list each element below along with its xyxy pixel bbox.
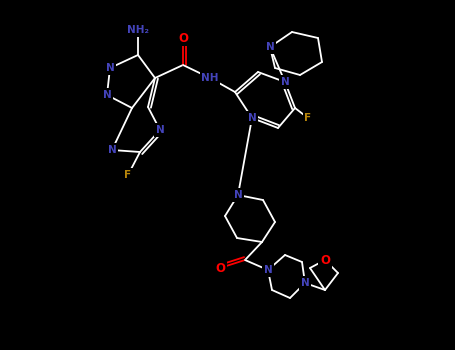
Text: F: F xyxy=(304,113,312,123)
Text: NH₂: NH₂ xyxy=(127,25,149,35)
Text: N: N xyxy=(108,145,116,155)
Text: N: N xyxy=(106,63,114,73)
Text: F: F xyxy=(124,170,131,180)
Text: O: O xyxy=(178,32,188,44)
Text: NH: NH xyxy=(201,73,219,83)
Text: N: N xyxy=(156,125,164,135)
Text: O: O xyxy=(320,253,330,266)
Text: N: N xyxy=(266,42,274,52)
Text: N: N xyxy=(281,77,289,87)
Text: O: O xyxy=(215,261,225,274)
Text: N: N xyxy=(263,265,273,275)
Text: N: N xyxy=(233,190,243,200)
Text: N: N xyxy=(301,278,309,288)
Text: N: N xyxy=(103,90,111,100)
Text: N: N xyxy=(248,113,256,123)
